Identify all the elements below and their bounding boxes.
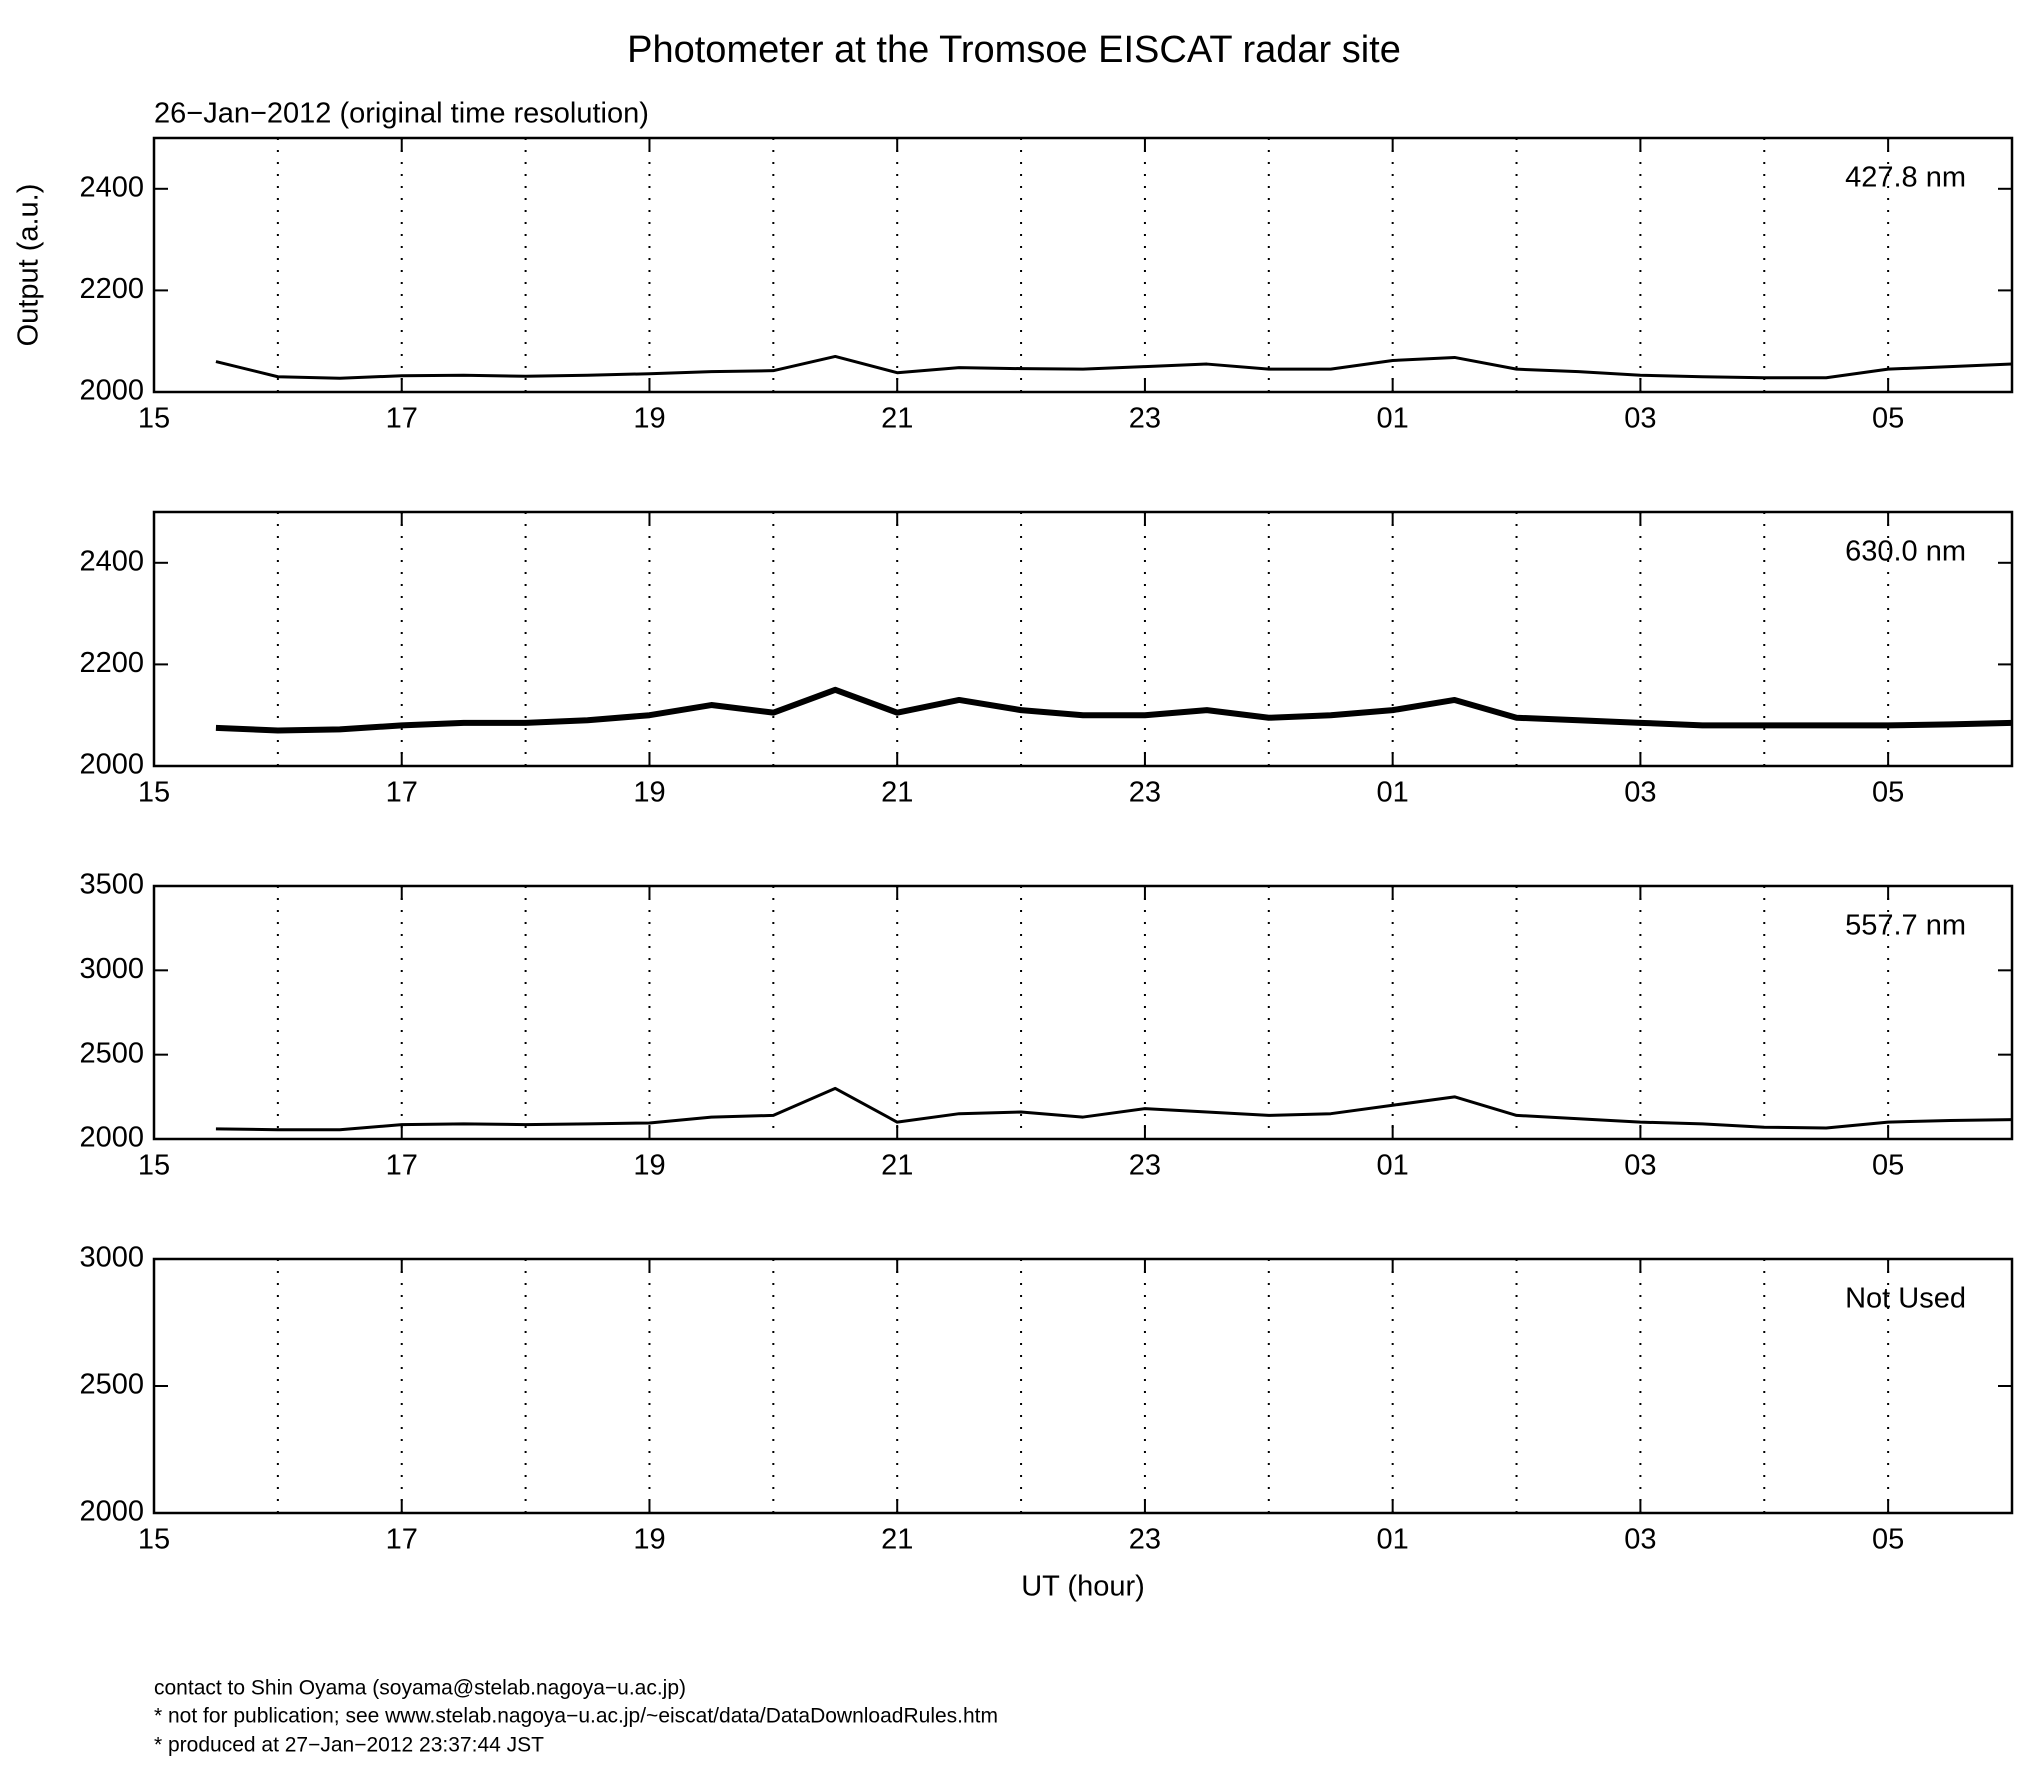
plot-frame — [152, 1257, 2014, 1515]
x-tick-label: 03 — [1624, 403, 1656, 435]
plot-frame — [152, 136, 2014, 394]
plot-frame — [152, 510, 2014, 768]
x-tick-label: 23 — [1129, 1524, 1161, 1556]
footer-line: contact to Shin Oyama (soyama@stelab.nag… — [154, 1677, 686, 1700]
y-tick-label: 2200 — [79, 647, 144, 679]
x-tick-label: 17 — [386, 777, 418, 809]
x-tick-label: 23 — [1129, 777, 1161, 809]
x-axis-label: UT (hour) — [1021, 1571, 1145, 1603]
title: Photometer at the Tromsoe EISCAT radar s… — [627, 29, 1401, 71]
data-line — [215, 686, 2013, 734]
y-tick-label: 2200 — [79, 273, 144, 305]
x-tick-label: 03 — [1624, 777, 1656, 809]
y-tick-label: 3500 — [79, 869, 144, 901]
x-tick-label: 23 — [1129, 1150, 1161, 1182]
x-tick-label: 05 — [1872, 1524, 1904, 1556]
y-tick-label: 2000 — [79, 1496, 144, 1528]
x-tick-label: 15 — [138, 777, 170, 809]
x-tick-label: 03 — [1624, 1524, 1656, 1556]
y-tick-label: 2500 — [79, 1037, 144, 1069]
x-tick-label: 05 — [1872, 777, 1904, 809]
x-tick-label: 21 — [881, 403, 913, 435]
y-tick-label: 2400 — [79, 545, 144, 577]
subtitle: 26−Jan−2012 (original time resolution) — [154, 98, 649, 130]
x-tick-label: 21 — [881, 1150, 913, 1182]
x-tick-label: 17 — [386, 1150, 418, 1182]
x-tick-label: 17 — [386, 403, 418, 435]
x-tick-label: 23 — [1129, 403, 1161, 435]
x-tick-label: 17 — [386, 1524, 418, 1556]
x-tick-label: 03 — [1624, 1150, 1656, 1182]
y-tick-label: 3000 — [79, 1242, 144, 1274]
x-tick-label: 15 — [138, 1524, 170, 1556]
x-tick-label: 19 — [633, 403, 665, 435]
x-tick-label: 01 — [1377, 403, 1409, 435]
annotation: 557.7 nm — [1845, 910, 1966, 942]
data-line — [215, 354, 2013, 380]
data-line — [215, 1086, 2013, 1132]
x-tick-label: 21 — [881, 1524, 913, 1556]
annotation: Not Used — [1845, 1283, 1966, 1315]
x-tick-label: 05 — [1872, 403, 1904, 435]
x-tick-label: 19 — [633, 1150, 665, 1182]
y-axis-label: Output (a.u.) — [13, 184, 45, 347]
annotation: 427.8 nm — [1845, 162, 1966, 194]
y-tick-label: 3000 — [79, 953, 144, 985]
x-tick-label: 01 — [1377, 1150, 1409, 1182]
x-tick-label: 01 — [1377, 777, 1409, 809]
x-tick-label: 01 — [1377, 1524, 1409, 1556]
y-tick-label: 2000 — [79, 749, 144, 781]
x-tick-label: 21 — [881, 777, 913, 809]
x-tick-label: 05 — [1872, 1150, 1904, 1182]
footer-line: * not for publication; see www.stelab.na… — [154, 1705, 998, 1728]
x-tick-label: 19 — [633, 777, 665, 809]
x-tick-label: 15 — [138, 403, 170, 435]
y-tick-label: 2000 — [79, 375, 144, 407]
y-tick-label: 2500 — [79, 1369, 144, 1401]
y-tick-label: 2000 — [79, 1122, 144, 1154]
y-tick-label: 2400 — [79, 171, 144, 203]
x-tick-label: 19 — [633, 1524, 665, 1556]
annotation: 630.0 nm — [1845, 536, 1966, 568]
plot-frame — [152, 884, 2014, 1141]
footer-line: * produced at 27−Jan−2012 23:37:44 JST — [154, 1734, 544, 1757]
x-tick-label: 15 — [138, 1150, 170, 1182]
